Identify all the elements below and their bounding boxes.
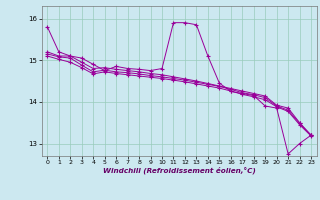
X-axis label: Windchill (Refroidissement éolien,°C): Windchill (Refroidissement éolien,°C) bbox=[103, 167, 256, 174]
